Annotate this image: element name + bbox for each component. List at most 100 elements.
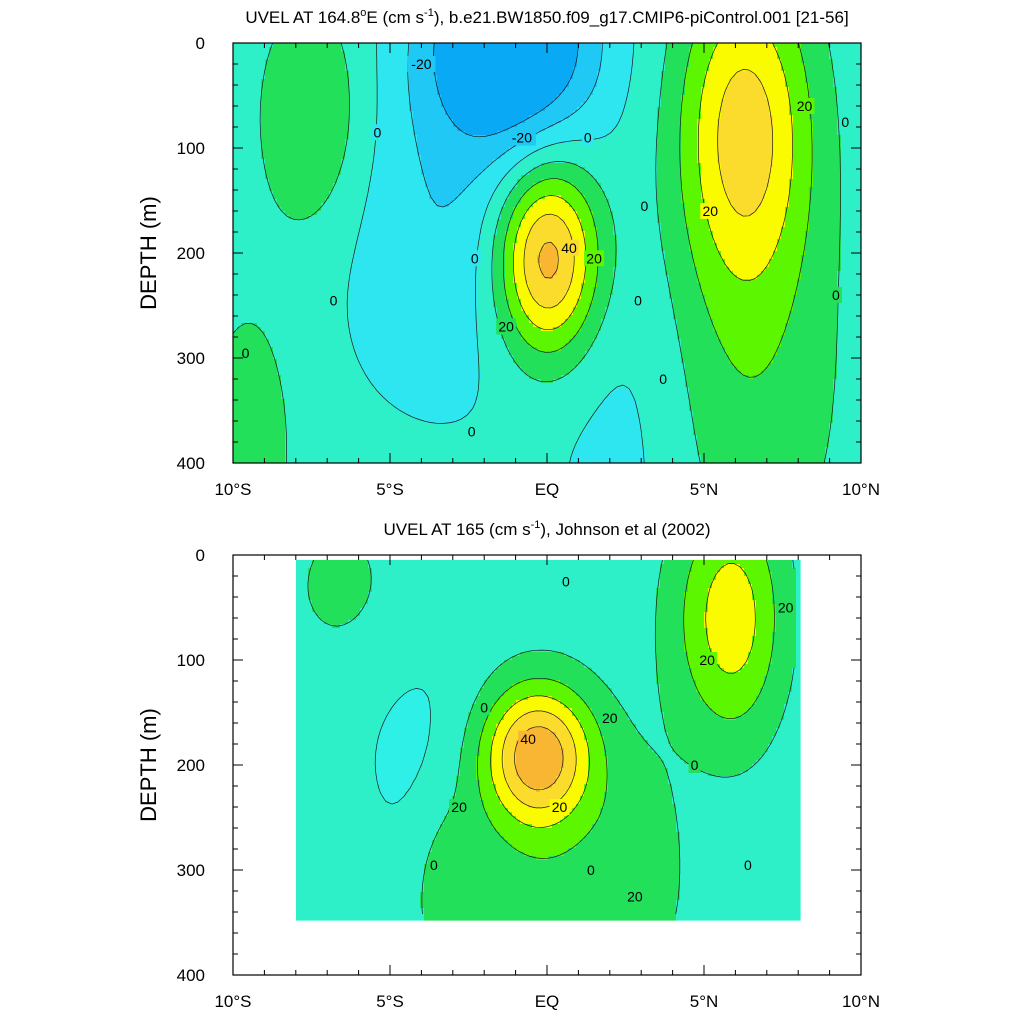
field-cell bbox=[317, 71, 322, 76]
field-cell bbox=[381, 119, 386, 124]
field-cell bbox=[769, 103, 774, 108]
field-cell bbox=[561, 75, 566, 80]
field-cell bbox=[273, 95, 278, 100]
field-cell bbox=[645, 71, 650, 76]
field-cell bbox=[769, 87, 774, 92]
field-cell bbox=[457, 107, 462, 112]
field-cell bbox=[501, 107, 506, 112]
field-cell bbox=[641, 59, 646, 64]
field-cell bbox=[797, 159, 802, 164]
field-cell bbox=[613, 167, 618, 172]
field-cell bbox=[821, 51, 826, 56]
field-cell bbox=[649, 143, 654, 148]
field-cell bbox=[825, 47, 830, 52]
field-cell bbox=[245, 55, 250, 60]
field-cell bbox=[669, 83, 674, 88]
field-cell bbox=[241, 127, 246, 132]
field-cell bbox=[773, 55, 778, 60]
field-cell bbox=[621, 159, 626, 164]
field-cell bbox=[533, 159, 538, 164]
field-cell bbox=[565, 71, 570, 76]
field-cell bbox=[561, 79, 566, 84]
field-cell bbox=[437, 115, 442, 120]
field-cell bbox=[689, 167, 694, 172]
field-cell bbox=[233, 143, 238, 148]
field-cell bbox=[237, 83, 242, 88]
field-cell bbox=[521, 67, 526, 72]
field-cell bbox=[637, 63, 642, 68]
field-cell bbox=[469, 163, 474, 168]
field-cell bbox=[253, 111, 258, 116]
field-cell bbox=[825, 139, 830, 144]
field-cell bbox=[689, 71, 694, 76]
field-cell bbox=[241, 131, 246, 136]
field-cell bbox=[673, 43, 678, 48]
field-cell bbox=[745, 167, 750, 172]
field-cell bbox=[777, 155, 782, 160]
field-cell bbox=[637, 135, 642, 140]
field-cell bbox=[709, 155, 714, 160]
field-cell bbox=[429, 163, 434, 168]
field-cell bbox=[853, 55, 858, 60]
field-cell bbox=[273, 99, 278, 104]
field-cell bbox=[769, 135, 774, 140]
field-cell bbox=[429, 71, 434, 76]
field-cell bbox=[557, 135, 562, 140]
field-cell bbox=[269, 115, 274, 120]
field-cell bbox=[709, 51, 714, 56]
field-cell bbox=[733, 111, 738, 116]
field-cell bbox=[305, 43, 310, 48]
field-cell bbox=[493, 83, 498, 88]
field-cell bbox=[609, 139, 614, 144]
field-cell bbox=[253, 51, 258, 56]
field-cell bbox=[837, 103, 842, 108]
field-cell bbox=[725, 75, 730, 80]
field-cell bbox=[341, 119, 346, 124]
field-cell bbox=[405, 123, 410, 128]
field-cell bbox=[781, 95, 786, 100]
field-cell bbox=[617, 115, 622, 120]
field-cell bbox=[637, 151, 642, 156]
field-cell bbox=[293, 75, 298, 80]
field-cell bbox=[641, 79, 646, 84]
field-cell bbox=[265, 115, 270, 120]
field-cell bbox=[597, 107, 602, 112]
field-cell bbox=[785, 159, 790, 164]
field-cell bbox=[357, 159, 362, 164]
field-cell bbox=[469, 111, 474, 116]
field-cell bbox=[425, 163, 430, 168]
field-cell bbox=[397, 55, 402, 60]
field-cell bbox=[361, 99, 366, 104]
field-cell bbox=[809, 75, 814, 80]
field-cell bbox=[301, 135, 306, 140]
field-cell bbox=[701, 103, 706, 108]
field-cell bbox=[481, 115, 486, 120]
field-cell bbox=[497, 87, 502, 92]
field-cell bbox=[409, 91, 414, 96]
field-cell bbox=[273, 111, 278, 116]
field-cell bbox=[457, 75, 462, 80]
field-cell bbox=[301, 107, 306, 112]
field-cell bbox=[789, 151, 794, 156]
field-cell bbox=[525, 43, 530, 48]
field-cell bbox=[725, 115, 730, 120]
field-cell bbox=[665, 43, 670, 48]
field-cell bbox=[477, 155, 482, 160]
field-cell bbox=[765, 91, 770, 96]
field-cell bbox=[261, 127, 266, 132]
field-cell bbox=[745, 71, 750, 76]
field-cell bbox=[817, 143, 822, 148]
field-cell bbox=[377, 51, 382, 56]
field-cell bbox=[677, 99, 682, 104]
field-cell bbox=[677, 139, 682, 144]
field-cell bbox=[509, 99, 514, 104]
field-cell bbox=[533, 119, 538, 124]
field-cell bbox=[777, 107, 782, 112]
field-cell bbox=[433, 83, 438, 88]
field-cell bbox=[261, 131, 266, 136]
field-cell bbox=[801, 67, 806, 72]
field-cell bbox=[781, 111, 786, 116]
field-cell bbox=[733, 147, 738, 152]
field-cell bbox=[633, 99, 638, 104]
field-cell bbox=[813, 103, 818, 108]
